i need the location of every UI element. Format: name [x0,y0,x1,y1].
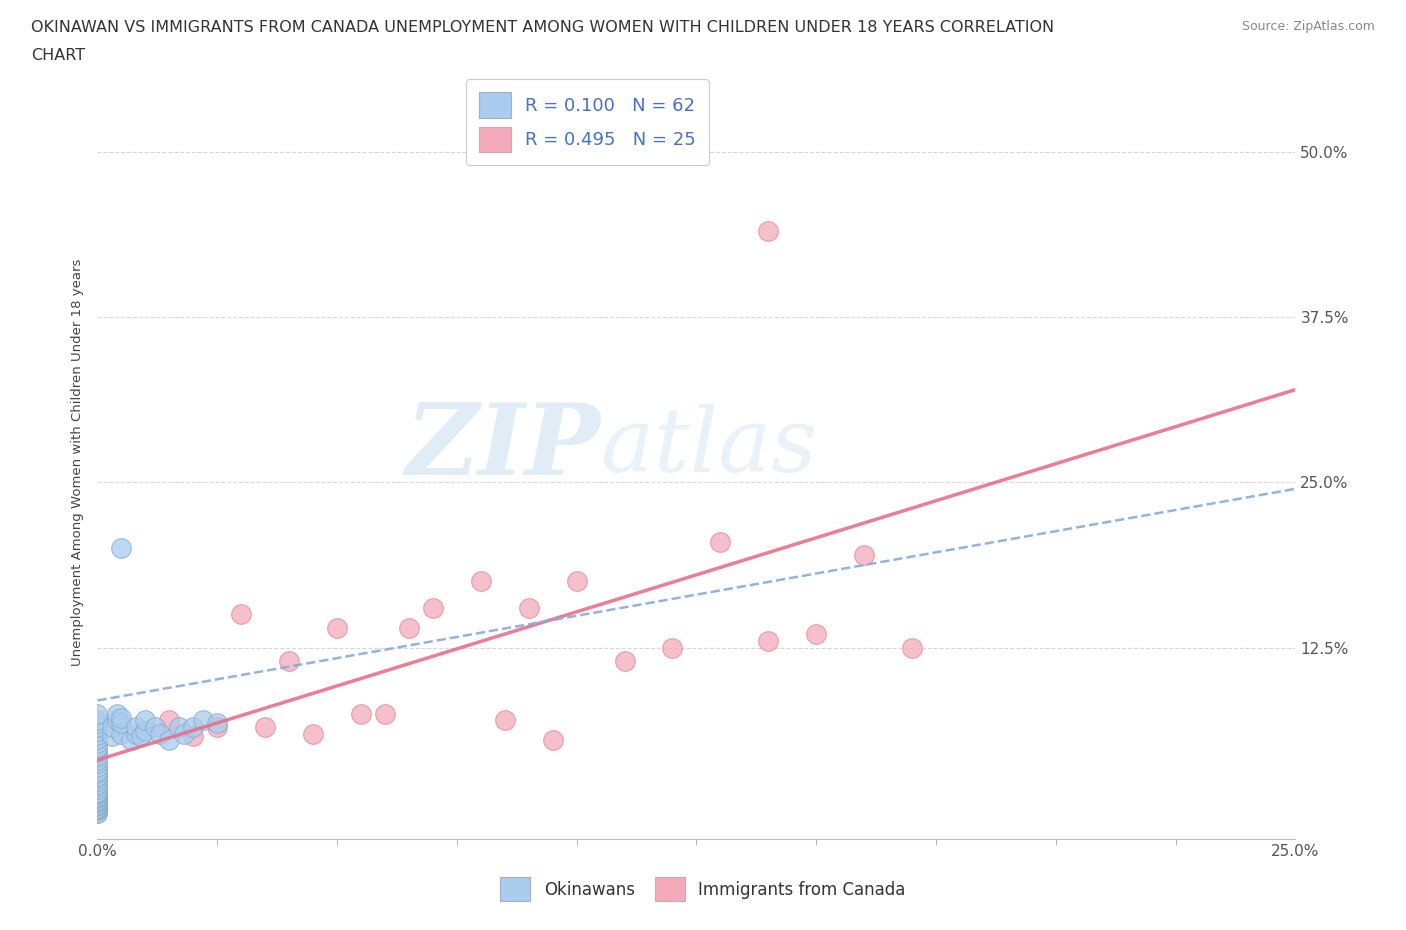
Point [350,706,373,721]
Point [86,790,108,804]
Point [613,654,636,669]
Point [86,755,108,770]
Point [86,793,108,808]
Point [86,786,108,801]
Point [120,733,142,748]
Point [86,764,108,778]
Point [374,706,396,721]
Point [157,733,180,748]
Point [278,654,301,669]
Point [86,805,108,820]
Point [422,601,444,616]
Legend: Okinawans, Immigrants from Canada: Okinawans, Immigrants from Canada [494,870,912,908]
Point [86,713,108,728]
Point [86,745,108,760]
Point [129,729,152,744]
Point [756,633,779,648]
Point [806,627,828,642]
Point [494,713,516,728]
Point [86,795,108,810]
Point [110,541,132,556]
Point [86,739,108,754]
Point [86,749,108,764]
Point [231,607,253,622]
Point [86,800,108,815]
Point [191,713,214,728]
Text: OKINAWAN VS IMMIGRANTS FROM CANADA UNEMPLOYMENT AMONG WOMEN WITH CHILDREN UNDER : OKINAWAN VS IMMIGRANTS FROM CANADA UNEMP… [31,20,1054,35]
Point [157,713,180,728]
Point [143,720,166,735]
Point [661,640,683,655]
Point [110,715,132,730]
Text: ZIP: ZIP [405,399,600,496]
Point [86,731,108,746]
Point [86,771,108,786]
Point [853,548,876,563]
Point [470,574,492,589]
Point [86,777,108,791]
Point [86,802,108,817]
Text: Source: ZipAtlas.com: Source: ZipAtlas.com [1241,20,1375,33]
Point [125,726,148,741]
Point [86,799,108,814]
Point [86,715,108,730]
Point [901,640,924,655]
Point [565,574,588,589]
Point [207,715,229,730]
Point [134,724,156,738]
Point [398,620,420,635]
Point [125,720,148,735]
Point [86,781,108,796]
Point [86,765,108,780]
Point [105,713,128,728]
Point [149,726,172,741]
Text: CHART: CHART [31,48,84,63]
Point [709,535,731,550]
Point [173,726,195,741]
Point [181,720,204,735]
Point [326,620,349,635]
Point [167,720,190,735]
Point [134,713,156,728]
Point [181,729,204,744]
Point [86,787,108,802]
Legend: R = 0.100   N = 62, R = 0.495   N = 25: R = 0.100 N = 62, R = 0.495 N = 25 [465,79,709,165]
Point [86,759,108,774]
Point [254,720,277,735]
Point [86,803,108,817]
Point [86,768,108,783]
Point [101,729,124,744]
Point [207,720,229,735]
Point [86,805,108,820]
Point [110,711,132,725]
Point [105,706,128,721]
Point [86,798,108,813]
Point [86,789,108,804]
Text: atlas: atlas [600,404,817,491]
Point [86,774,108,789]
Point [86,784,108,799]
Point [86,724,108,738]
Point [541,733,564,748]
Point [86,752,108,767]
Y-axis label: Unemployment Among Women with Children Under 18 years: Unemployment Among Women with Children U… [72,259,84,666]
Point [86,727,108,742]
Point [517,601,540,616]
Point [86,796,108,811]
Point [302,726,325,741]
Point [101,720,124,735]
Point [86,742,108,757]
Point [86,706,108,721]
Point [86,720,108,735]
Point [86,792,108,807]
Point [86,779,108,794]
Point [756,223,779,238]
Point [86,736,108,751]
Point [86,790,108,805]
Point [110,726,132,741]
